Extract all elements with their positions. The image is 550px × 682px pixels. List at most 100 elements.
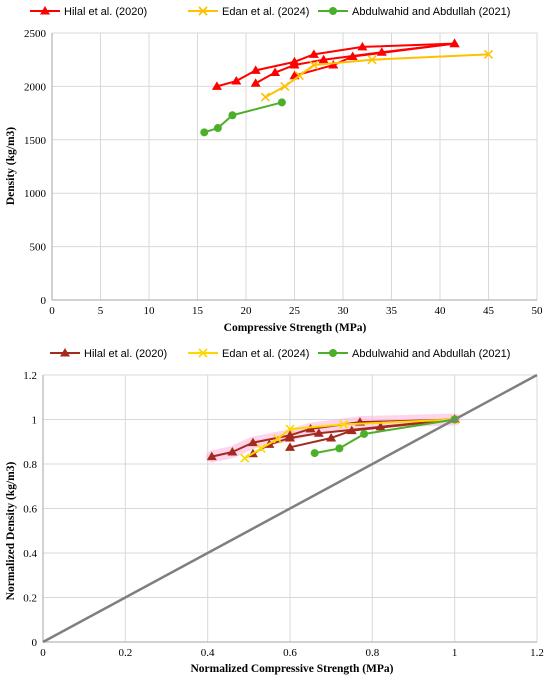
y-tick-label: 0.4	[23, 548, 37, 560]
legend-label-hilal: Hilal et al. (2020)	[84, 348, 167, 360]
data-point-hilal-et-al-2020	[285, 442, 295, 451]
axes	[51, 33, 537, 301]
y-tick-label: 1000	[24, 188, 47, 200]
y-tick-label: 0	[41, 295, 47, 307]
legend: Hilal et al. (2020) Edan et al. (2024) A…	[30, 6, 510, 18]
x-tick-label: 5	[98, 305, 104, 317]
chart-density-vs-strength: Hilal et al. (2020) Edan et al. (2024) A…	[5, 6, 543, 334]
series-line-edan-et-al-2024	[264, 53, 489, 98]
x-tick-label: 20	[241, 305, 253, 317]
y-tick-label: 500	[30, 242, 47, 254]
data-point-hilal-et-al-2020	[449, 38, 460, 48]
y-tick-label: 0.2	[23, 593, 37, 605]
x-tick-label: 40	[435, 305, 447, 317]
data-point-edan-et-al-2024	[260, 92, 270, 102]
legend-marker-edan	[198, 348, 208, 358]
legend-label-edan: Edan et al. (2024)	[222, 348, 309, 360]
y-axis-title: Normalized Density (kg/m3)	[5, 462, 17, 601]
data-point-abdulwahid-and-abdullah-2021	[310, 449, 319, 458]
series-line-abdulwahid-and-abdullah-2021	[203, 101, 283, 134]
x-tick-label: 0	[49, 305, 55, 317]
data-point-hilal-et-al-2020	[357, 41, 368, 51]
x-tick-label: 0	[40, 647, 46, 659]
x-tick-label: 25	[289, 305, 301, 317]
data-point-edan-et-al-2024	[240, 453, 250, 463]
series-line-hilal-et-al-2020	[294, 42, 455, 77]
x-tick-label: 0.4	[201, 647, 215, 659]
legend-marker-abdulwahid	[329, 349, 337, 357]
axes	[42, 375, 537, 643]
data-point-hilal-et-al-2020	[347, 51, 358, 60]
x-tick-label: 0.6	[283, 647, 297, 659]
data-point-edan-et-al-2024	[285, 424, 295, 434]
y-tick-label: 1500	[24, 135, 47, 147]
series-line-abdulwahid-and-abdullah-2021	[314, 418, 455, 455]
y-tick-label: 0.8	[23, 459, 37, 471]
y-tick-label: 1	[32, 415, 38, 427]
legend-label-abdulwahid: Abdulwahid and Abdullah (2021)	[352, 348, 510, 360]
data-point-abdulwahid-and-abdullah-2021	[213, 124, 222, 133]
data-point-edan-et-al-2024	[256, 443, 266, 453]
legend-item-edan[interactable]: Edan et al. (2024)	[188, 6, 309, 18]
legend-marker-edan	[198, 6, 208, 16]
data-point-hilal-et-al-2020	[285, 432, 295, 442]
data-point-abdulwahid-and-abdullah-2021	[335, 444, 344, 453]
data-point-edan-et-al-2024	[483, 49, 494, 59]
legend-marker-hilal	[60, 348, 70, 357]
x-axis-title: Compressive Strength (MPa)	[224, 322, 367, 334]
x-tick-label: 10	[144, 305, 156, 317]
data-point-edan-et-al-2024	[280, 81, 290, 91]
data-point-edan-et-al-2024	[273, 434, 283, 444]
x-tick-label: 30	[338, 305, 350, 317]
legend-label-hilal: Hilal et al. (2020)	[64, 6, 147, 18]
x-tick-label: 50	[532, 305, 544, 317]
data-point-hilal-et-al-2020	[250, 78, 261, 87]
x-tick-label: 1.2	[530, 647, 544, 659]
y-tick-label: 0	[32, 637, 38, 649]
data-point-hilal-et-al-2020	[328, 60, 339, 69]
data-point-hilal-et-al-2020	[231, 76, 242, 85]
legend-marker-hilal	[40, 6, 50, 15]
series-line-hilal-et-al-2020	[289, 418, 455, 449]
y-tick-label: 2500	[24, 28, 47, 40]
x-tick-label: 0.2	[118, 647, 132, 659]
data-point-abdulwahid-and-abdullah-2021	[360, 429, 369, 438]
data-point-edan-et-al-2024	[367, 55, 377, 65]
plot-area	[200, 38, 494, 137]
legend-item-abdulwahid[interactable]: Abdulwahid and Abdullah (2021)	[318, 348, 510, 360]
legend-item-edan[interactable]: Edan et al. (2024)	[188, 348, 309, 360]
legend-item-hilal[interactable]: Hilal et al. (2020)	[30, 6, 147, 18]
y-axis-title: Density (kg/m3)	[5, 127, 17, 205]
x-tick-label: 35	[386, 305, 398, 317]
data-point-hilal-et-al-2020	[227, 446, 238, 456]
data-point-edan-et-al-2024	[309, 60, 319, 70]
plot-area	[42, 373, 538, 644]
y-tick-label: 2000	[24, 81, 47, 93]
tick-labels: 0 0.2 0.4 0.6 0.8 1 1.2 0 0.2 0.4 0.6 0.8 1 1.2	[23, 370, 544, 659]
legend-item-abdulwahid[interactable]: Abdulwahid and Abdullah (2021)	[318, 6, 510, 18]
x-axis-title: Normalized Compressive Strength (MPa)	[190, 663, 393, 675]
legend-marker-abdulwahid	[329, 7, 337, 15]
data-point-edan-et-al-2024	[338, 419, 349, 429]
x-tick-label: 0.8	[365, 647, 379, 659]
data-point-hilal-et-al-2020	[270, 67, 281, 77]
data-point-hilal-et-al-2020	[211, 81, 222, 90]
legend-label-edan: Edan et al. (2024)	[222, 6, 309, 18]
data-point-hilal-et-al-2020	[313, 428, 324, 437]
y-tick-label: 0.6	[23, 504, 37, 516]
data-point-abdulwahid-and-abdullah-2021	[200, 128, 209, 137]
data-point-hilal-et-al-2020	[326, 432, 337, 442]
legend-item-hilal[interactable]: Hilal et al. (2020)	[50, 348, 167, 360]
x-tick-label: 45	[483, 305, 495, 317]
x-tick-label: 1	[452, 647, 458, 659]
data-point-hilal-et-al-2020	[376, 47, 387, 56]
data-point-edan-et-al-2024	[294, 71, 304, 81]
data-point-hilal-et-al-2020	[375, 421, 386, 431]
data-point-hilal-et-al-2020	[206, 451, 217, 461]
legend: Hilal et al. (2020) Edan et al. (2024) A…	[50, 348, 510, 360]
x-tick-label: 15	[192, 305, 204, 317]
data-point-hilal-et-al-2020	[250, 65, 261, 74]
series-line-reference-line	[42, 373, 538, 644]
data-point-hilal-et-al-2020	[318, 54, 329, 64]
